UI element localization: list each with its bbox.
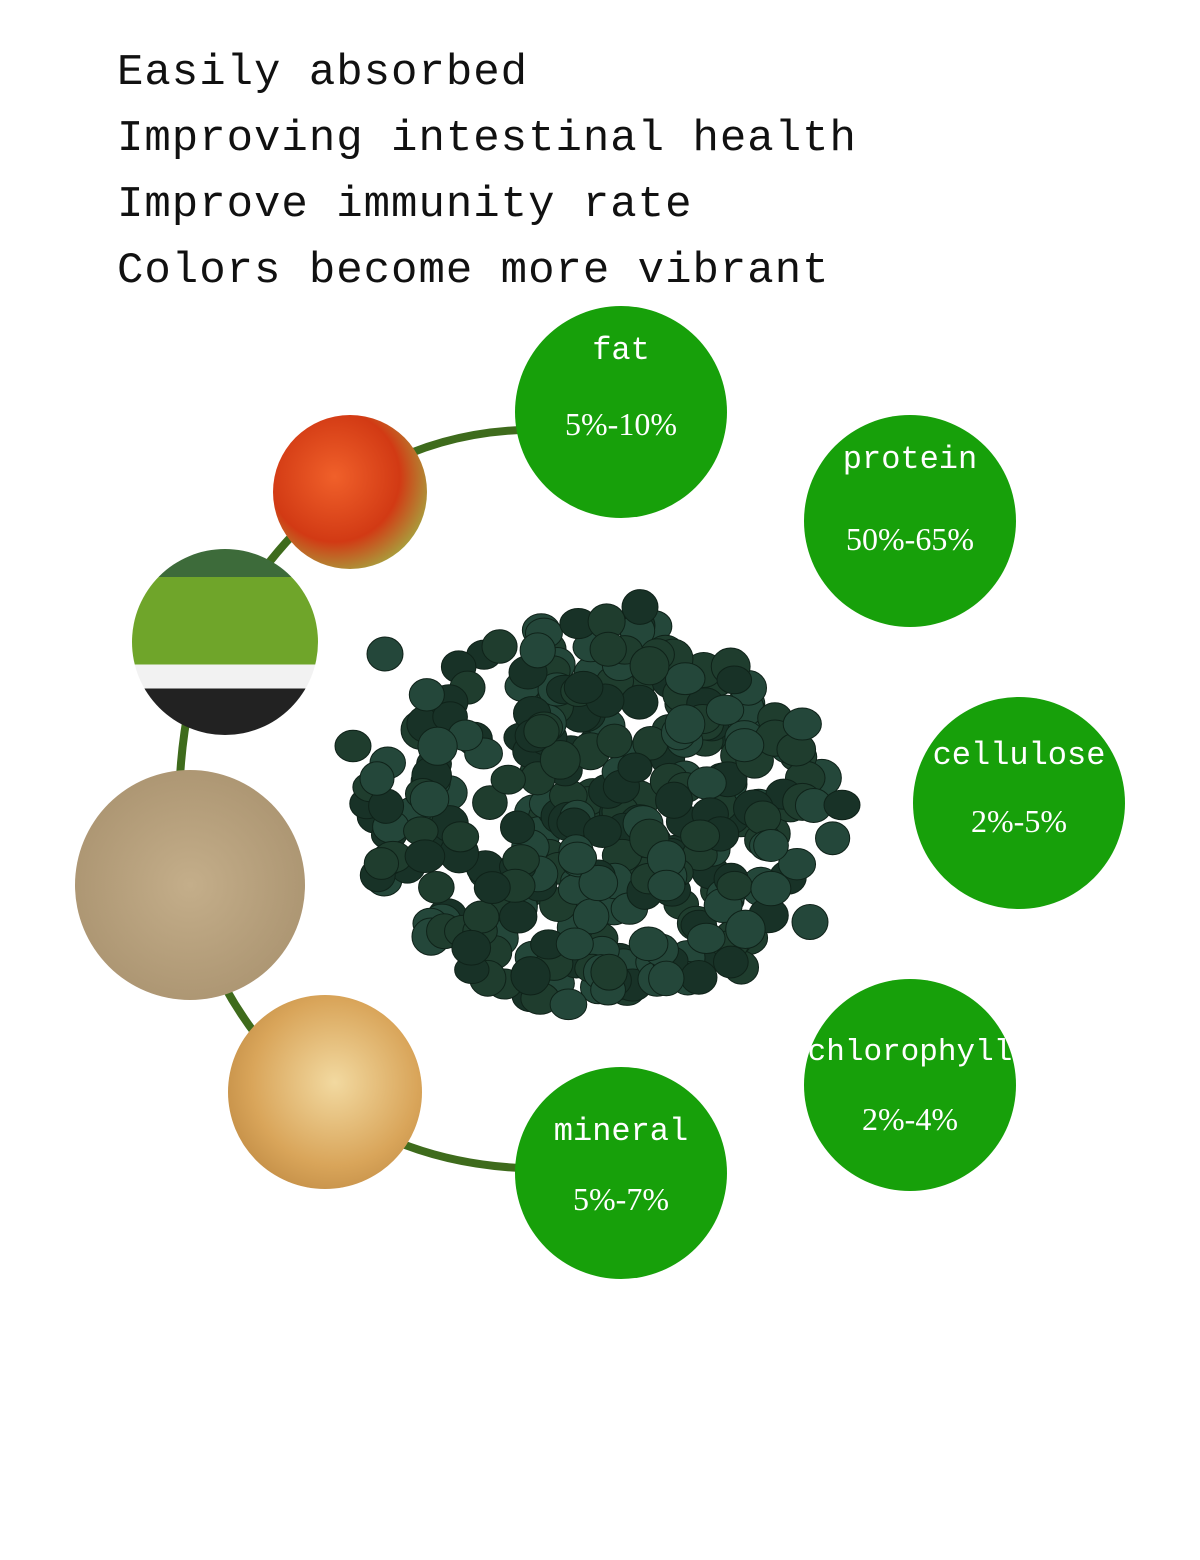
- pellet: [617, 752, 653, 783]
- nutrient-fat: fat 5%-10%: [515, 306, 727, 518]
- pellet: [620, 684, 659, 720]
- pellet: [359, 761, 395, 796]
- spirulina-pellets: [334, 589, 861, 1021]
- nutrient-value: 5%-10%: [565, 406, 677, 442]
- pellet: [647, 869, 686, 902]
- pellet: [686, 766, 727, 800]
- pellet: [716, 870, 753, 901]
- pellet: [753, 828, 789, 863]
- claims-list: Easily absorbed Improving intestinal hea…: [117, 48, 857, 312]
- pellet: [481, 629, 518, 664]
- pellet: [778, 848, 817, 881]
- pellet: [473, 871, 511, 905]
- pellet: [462, 900, 500, 934]
- photo-algae-powder: [132, 549, 318, 735]
- nutrient-name: protein: [842, 441, 978, 478]
- nutrient-name: chlorophyll: [807, 1035, 1013, 1070]
- nutrient-protein: protein 50%-65%: [804, 415, 1016, 627]
- pellet: [417, 726, 458, 766]
- claim-4: Colors become more vibrant: [117, 246, 830, 296]
- photo-feed-meal: [75, 770, 305, 1000]
- photo-wheat: [228, 995, 422, 1189]
- pellet: [590, 953, 628, 991]
- pellet: [628, 926, 669, 962]
- pellet: [555, 927, 594, 961]
- nutrient-value: 5%-7%: [573, 1181, 669, 1217]
- pellet: [523, 714, 560, 749]
- pellet: [815, 821, 851, 856]
- claim-2: Improving intestinal health: [117, 114, 857, 164]
- pellet: [664, 704, 706, 745]
- pellet: [334, 729, 372, 763]
- pellet: [680, 959, 718, 995]
- pellet: [408, 678, 445, 712]
- pellet: [409, 780, 450, 818]
- pellet: [418, 870, 455, 904]
- pellet: [549, 988, 588, 1021]
- pellet: [655, 781, 693, 819]
- pellet: [490, 764, 526, 795]
- pellet: [713, 945, 749, 979]
- pellet: [744, 800, 782, 835]
- pellet: [583, 814, 622, 848]
- nutrient-cellulose: cellulose 2%-5%: [913, 697, 1125, 909]
- pellet: [782, 707, 822, 741]
- pellet: [499, 810, 536, 845]
- pellet: [724, 728, 765, 763]
- nutrient-value: 50%-65%: [846, 521, 974, 557]
- pellet: [498, 900, 538, 934]
- nutrient-chlorophyll: chlorophyll 2%-4%: [804, 979, 1016, 1191]
- pellet: [596, 723, 633, 759]
- photo-shrimp: [273, 415, 427, 569]
- pellet: [441, 821, 480, 853]
- pellet: [363, 847, 400, 880]
- pellet: [539, 739, 581, 780]
- pellet: [557, 841, 598, 875]
- pellet: [725, 909, 766, 950]
- pellet: [705, 694, 745, 726]
- pellet: [472, 785, 508, 820]
- pellet: [563, 670, 604, 705]
- pellet: [716, 665, 753, 695]
- pellet: [680, 819, 721, 853]
- pellet: [621, 589, 659, 625]
- pellet: [687, 922, 726, 955]
- pellet: [510, 956, 551, 996]
- pellet: [578, 864, 619, 902]
- claim-3: Improve immunity rate: [117, 180, 693, 230]
- pellet: [589, 631, 627, 667]
- pellet: [451, 929, 492, 966]
- pellet: [823, 789, 861, 821]
- nutrient-name: fat: [592, 332, 650, 369]
- pellet: [750, 870, 792, 907]
- nutrient-value: 2%-4%: [862, 1101, 958, 1137]
- nutrient-name: cellulose: [932, 737, 1106, 774]
- pellet: [629, 646, 670, 686]
- pellet: [519, 632, 556, 669]
- claim-1: Easily absorbed: [117, 48, 529, 98]
- pellet: [404, 839, 446, 874]
- nutrient-mineral: mineral 5%-7%: [515, 1067, 727, 1279]
- pellet: [665, 662, 706, 696]
- nutrient-name: mineral: [553, 1113, 689, 1150]
- pellet: [648, 960, 685, 997]
- pellet: [791, 903, 829, 941]
- pellet: [366, 636, 404, 672]
- nutrient-value: 2%-5%: [971, 803, 1067, 839]
